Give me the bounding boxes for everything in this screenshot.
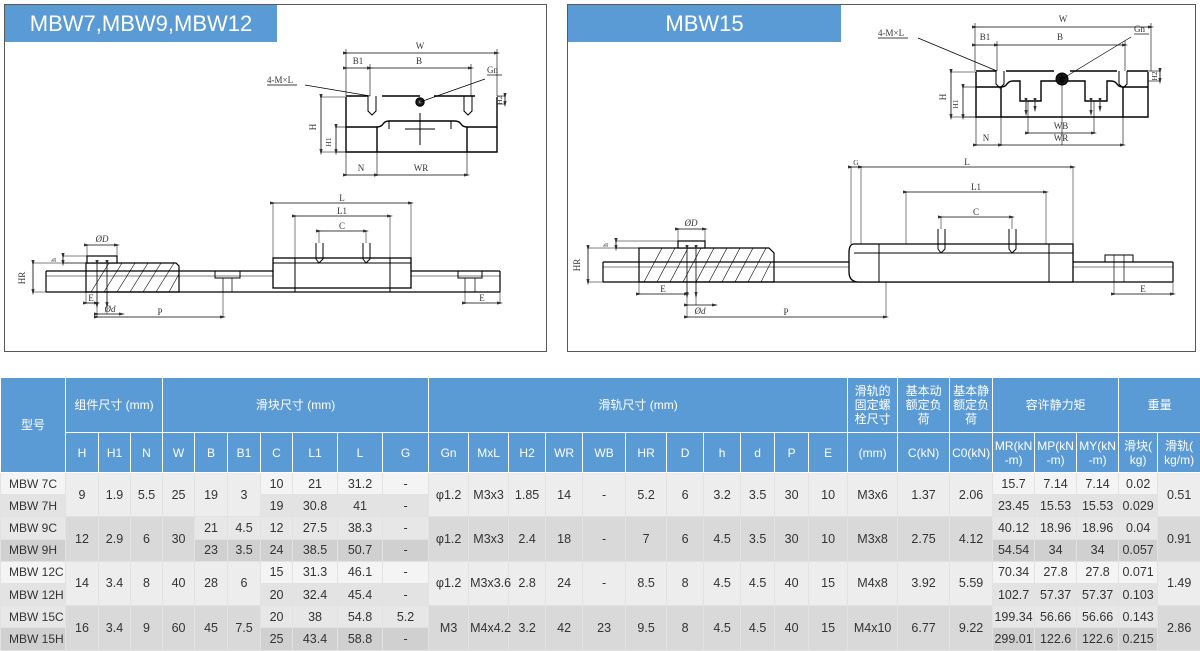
svg-text:N: N [358, 163, 365, 173]
svg-text:B: B [1057, 32, 1063, 42]
svg-text:H1: H1 [951, 99, 960, 108]
svg-text:B1: B1 [353, 56, 364, 66]
svg-text:h: h [49, 258, 58, 262]
svg-text:C: C [339, 221, 345, 231]
svg-text:ØD: ØD [684, 218, 698, 228]
svg-text:L1: L1 [971, 182, 981, 192]
svg-text:Gn: Gn [1134, 24, 1145, 34]
svg-text:G: G [853, 158, 859, 167]
svg-text:B1: B1 [980, 32, 991, 42]
svg-text:WR: WR [1054, 133, 1069, 143]
svg-text:E: E [479, 293, 485, 303]
svg-text:W: W [416, 41, 425, 51]
svg-text:N: N [983, 133, 990, 143]
svg-text:Gn: Gn [487, 65, 498, 75]
svg-text:L: L [964, 157, 970, 167]
svg-text:P: P [783, 307, 788, 317]
svg-text:W: W [1059, 14, 1068, 24]
svg-text:Ød: Ød [104, 304, 116, 314]
svg-text:L: L [339, 193, 345, 203]
svg-text:Ød: Ød [694, 306, 706, 316]
svg-text:C: C [973, 207, 979, 217]
svg-text:HR: HR [17, 272, 27, 285]
svg-text:H1: H1 [324, 137, 333, 146]
svg-text:E: E [1140, 284, 1146, 294]
svg-text:H2: H2 [495, 95, 504, 104]
svg-text:H: H [308, 123, 318, 130]
svg-text:WR: WR [414, 163, 429, 173]
svg-text:h: h [601, 243, 610, 247]
svg-text:L1: L1 [337, 206, 347, 216]
svg-text:WB: WB [1054, 121, 1069, 131]
svg-text:4-M×L: 4-M×L [267, 75, 293, 85]
svg-text:B: B [416, 56, 422, 66]
svg-text:P: P [157, 307, 162, 317]
svg-text:HR: HR [572, 259, 582, 272]
svg-text:ØD: ØD [95, 234, 109, 244]
svg-text:E: E [88, 293, 94, 303]
svg-text:4-M×L: 4-M×L [878, 28, 904, 38]
svg-text:E: E [660, 284, 666, 294]
svg-text:H2: H2 [1150, 71, 1159, 80]
svg-text:H: H [938, 93, 948, 100]
